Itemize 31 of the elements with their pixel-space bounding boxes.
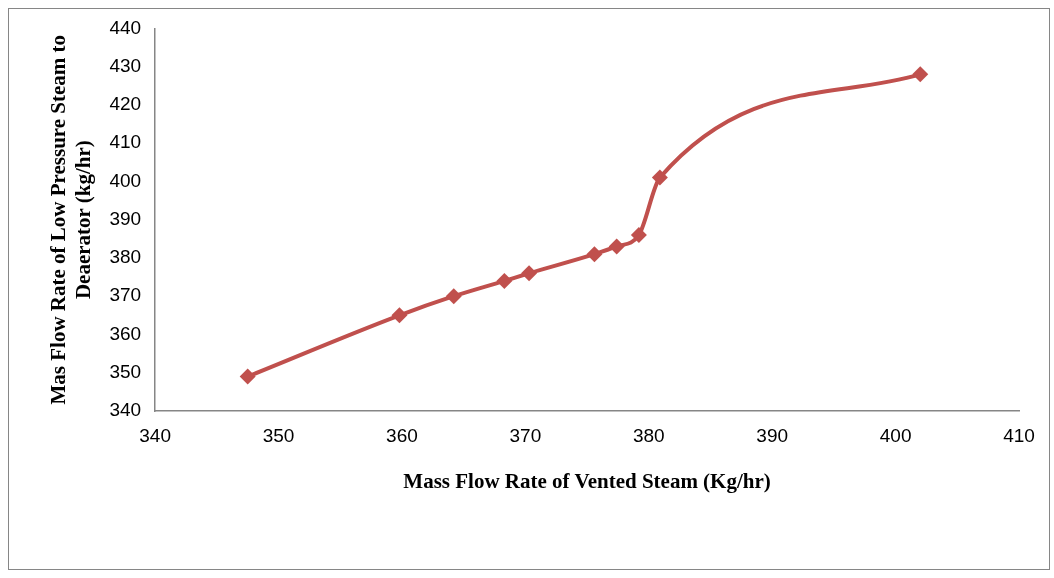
y-tick-label: 370	[109, 284, 142, 306]
point	[391, 307, 408, 324]
x-tick-label: 370	[509, 424, 542, 446]
point	[445, 288, 462, 305]
point	[586, 246, 603, 263]
y-tick-label: 400	[109, 169, 142, 191]
y-tick-label: 380	[109, 246, 142, 268]
point	[239, 368, 256, 385]
x-tick-label: 400	[879, 424, 912, 446]
y-tick-label: 410	[109, 131, 142, 153]
point	[521, 265, 538, 282]
x-tick-label: 390	[756, 424, 789, 446]
x-tick-label: 340	[139, 424, 171, 446]
point	[912, 66, 929, 83]
point	[608, 238, 625, 255]
y-tick-label: 340	[109, 399, 142, 421]
y-tick-label: 440	[109, 16, 142, 38]
y-tick-label: 390	[109, 207, 142, 229]
y-axis-title: Mas Flow Rate of Low Pressure Steam to Deaerator (kg/hr)	[46, 34, 96, 405]
point	[630, 227, 647, 243]
x-tick-label: 380	[632, 424, 665, 446]
x-tick-label: 410	[1003, 424, 1035, 446]
y-tick-label: 420	[109, 93, 142, 115]
x-tick-label: 350	[262, 424, 295, 446]
x-tick-label: 360	[386, 424, 418, 446]
y-tick-label: 350	[109, 360, 142, 382]
y-tick-label: 430	[109, 54, 142, 76]
point	[496, 272, 513, 289]
x-axis-title: Mass Flow Rate of Vented Steam (Kg/hr)	[403, 468, 771, 493]
y-tick-label: 360	[109, 322, 142, 344]
point	[651, 169, 668, 186]
